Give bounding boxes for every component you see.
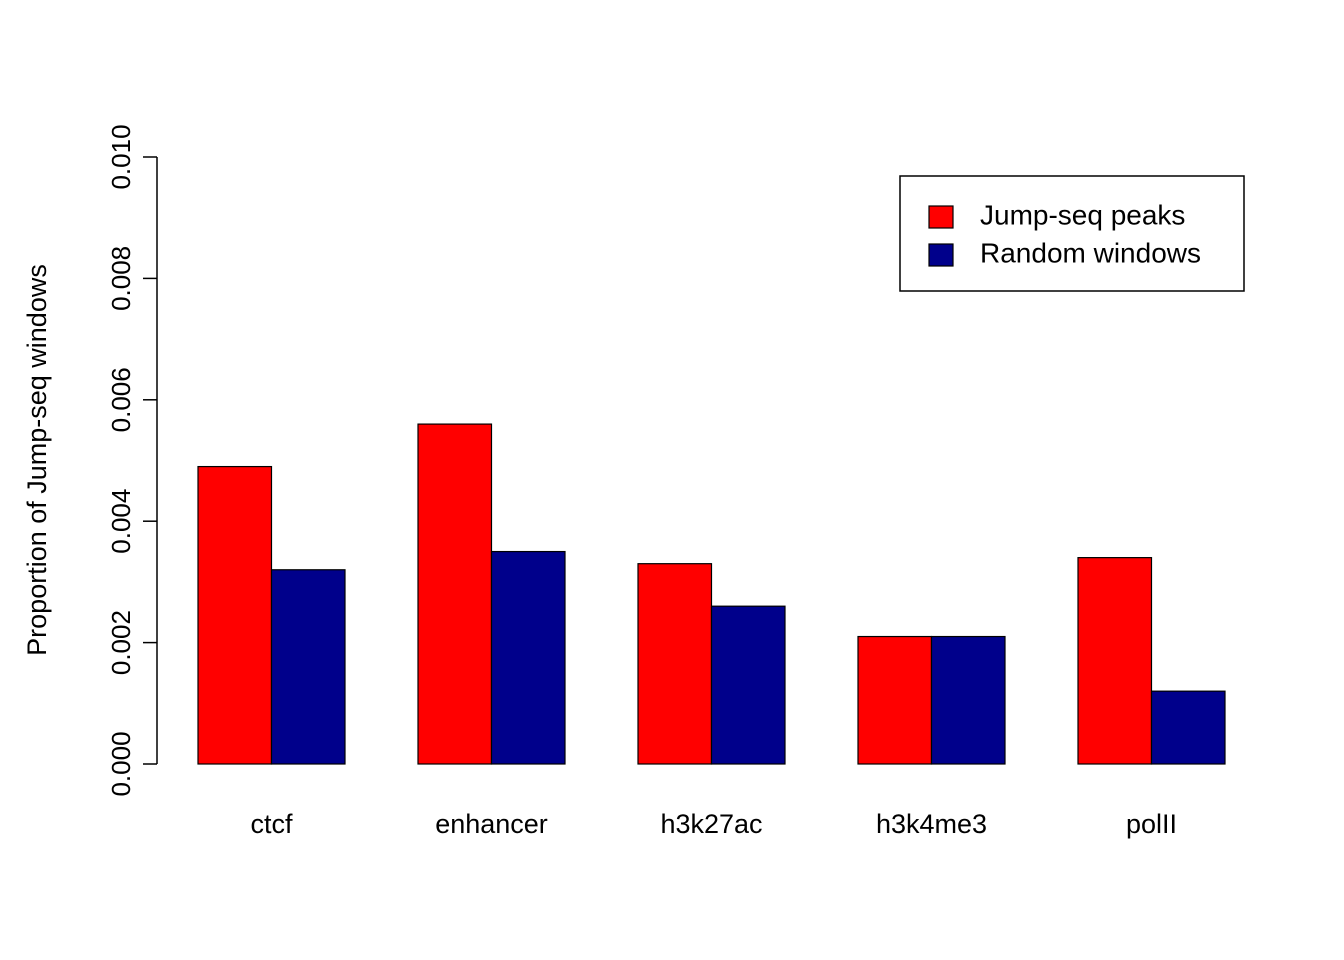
y-tick-label-4: 0.008 bbox=[106, 246, 136, 311]
category-label-polII: polII bbox=[1126, 809, 1177, 839]
legend-label-1: Random windows bbox=[980, 237, 1201, 268]
category-label-h3k27ac: h3k27ac bbox=[660, 809, 762, 839]
bar-h3k27ac-series-0 bbox=[637, 563, 713, 765]
legend: Jump-seq peaks Random windows bbox=[899, 175, 1245, 292]
legend-label-0: Jump-seq peaks bbox=[980, 199, 1185, 230]
legend-swatch-1 bbox=[928, 243, 954, 267]
bar-polII-series-1 bbox=[1150, 690, 1226, 765]
y-axis-title: Proportion of Jump-seq windows bbox=[22, 264, 52, 656]
bar-enhancer-series-0 bbox=[417, 423, 493, 765]
bar-ctcf-series-0 bbox=[197, 465, 273, 765]
bars bbox=[197, 423, 1226, 765]
bar-polII-series-0 bbox=[1077, 557, 1153, 765]
bar-enhancer-series-1 bbox=[490, 550, 566, 765]
legend-box bbox=[899, 175, 1245, 292]
y-axis: 0.000 0.002 0.004 0.006 0.008 0.010 bbox=[106, 124, 158, 797]
bar-h3k4me3-series-0 bbox=[857, 635, 933, 765]
bar-ctcf-series-1 bbox=[270, 569, 346, 765]
y-tick-label-5: 0.010 bbox=[106, 124, 136, 189]
y-tick-label-3: 0.006 bbox=[106, 367, 136, 432]
category-labels: ctcf enhancer h3k27ac h3k4me3 polII bbox=[250, 809, 1177, 839]
y-tick-label-2: 0.004 bbox=[106, 489, 136, 554]
category-label-enhancer: enhancer bbox=[435, 809, 548, 839]
bar-h3k4me3-series-1 bbox=[930, 635, 1006, 765]
y-tick-label-0: 0.000 bbox=[106, 731, 136, 796]
category-label-h3k4me3: h3k4me3 bbox=[876, 809, 987, 839]
y-tick-label-1: 0.002 bbox=[106, 610, 136, 675]
category-label-ctcf: ctcf bbox=[250, 809, 293, 839]
legend-swatch-0 bbox=[928, 205, 954, 229]
bar-h3k27ac-series-1 bbox=[710, 605, 786, 765]
